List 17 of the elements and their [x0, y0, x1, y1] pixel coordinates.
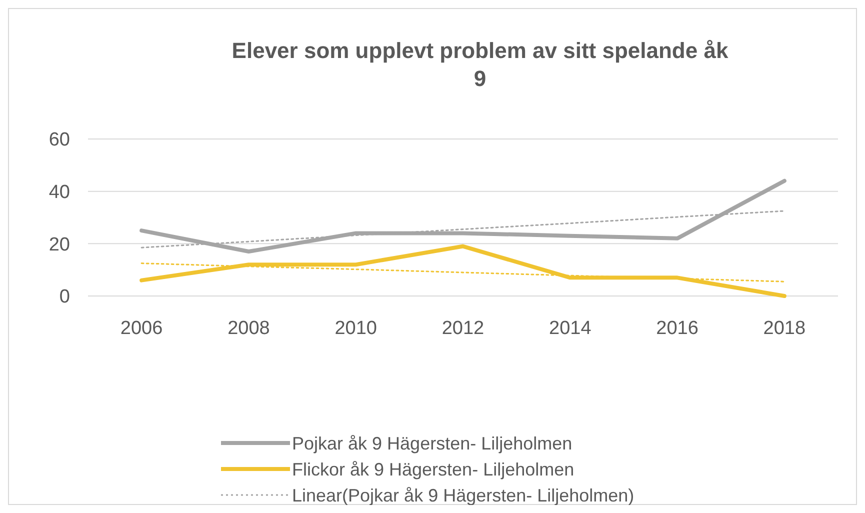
legend-label: Linear(Pojkar åk 9 Hägersten- Liljeholmen): [292, 485, 634, 506]
x-tick-label: 2014: [549, 318, 592, 339]
y-tick-label: 40: [48, 182, 70, 203]
x-tick-label: 2010: [334, 318, 377, 339]
x-tick-label: 2012: [442, 318, 484, 339]
line-series: [140, 178, 786, 254]
x-tick-label: 2006: [120, 318, 163, 339]
y-tick-label: 60: [48, 130, 70, 151]
legend-label: Flickor åk 9 Hägersten- Liljeholmen: [292, 459, 574, 480]
chart-title: Elever som upplevt problem av sitt spelande åk 9: [232, 38, 729, 91]
x-tick-label: 2018: [763, 318, 806, 339]
legend-label: Pojkar åk 9 Hägersten- Liljeholmen: [292, 433, 572, 454]
line-series: [140, 244, 786, 298]
x-tick-label: 2008: [228, 318, 270, 339]
y-tick-label: 20: [48, 234, 70, 256]
x-tick-label: 2016: [656, 318, 698, 339]
y-tick-label: 0: [59, 286, 70, 308]
